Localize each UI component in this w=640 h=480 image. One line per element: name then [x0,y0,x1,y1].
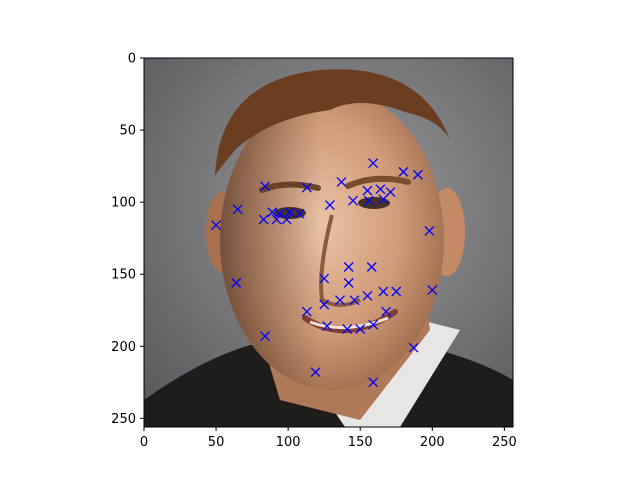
data-point-marker [378,286,389,297]
data-point-marker [322,321,333,332]
data-point-marker [258,214,269,225]
y-tick-label: 50 [119,124,136,139]
scatter-markers [211,158,438,388]
data-point-marker [336,177,347,187]
data-point-marker [343,277,354,288]
data-point-marker [368,319,379,330]
face-photo [144,58,513,427]
data-point-marker [231,277,242,288]
data-point-marker [362,290,373,301]
data-point-marker [391,286,402,297]
data-point-marker [260,181,271,192]
data-point-marker [408,342,419,353]
y-tick-label: 0 [128,52,136,67]
data-point-marker [260,331,271,342]
x-tick-label: 150 [348,435,373,450]
data-point-marker [284,207,295,218]
data-point-marker [427,285,438,296]
data-point-marker [342,324,353,334]
data-point-marker [355,324,366,334]
data-point-marker [301,182,312,193]
data-point-marker [319,273,330,284]
x-tick-label: 50 [208,435,225,450]
data-point-marker [412,169,423,180]
data-point-marker [368,377,379,388]
axes-frame [143,57,514,428]
x-tick-label: 200 [420,435,445,450]
data-point-marker [294,208,305,219]
data-point-marker [398,166,409,177]
y-tick-label: 100 [111,196,136,211]
data-point-marker [349,295,360,306]
data-point-marker [362,185,373,196]
data-point-marker [324,200,335,210]
data-point-marker [378,194,389,205]
data-point-marker [274,208,285,219]
data-point-marker [281,214,292,225]
x-tick-label: 250 [492,435,517,450]
y-tick-label: 250 [111,412,136,427]
data-point-marker [343,262,354,272]
data-point-marker [319,299,330,310]
data-point-marker [335,295,345,306]
data-point-marker [301,306,312,317]
x-tick-label: 100 [276,435,301,450]
y-tick-label: 150 [111,268,136,283]
data-point-marker [375,184,386,195]
y-tick-label: 200 [111,340,136,355]
data-point-marker [310,367,321,378]
data-point-marker [381,306,392,317]
x-axis-ticks: 0 50 100 150 200 250 [140,427,517,450]
data-point-marker [424,226,435,236]
data-point-marker [271,214,282,225]
y-axis-ticks: 0 50 100 150 200 250 [111,52,144,427]
data-point-marker [368,158,379,169]
data-point-marker [232,204,243,215]
x-tick-label: 0 [140,435,148,450]
data-point-marker [363,195,374,206]
data-point-marker [348,195,358,206]
data-point-marker [366,262,377,272]
data-point-marker [211,220,222,231]
